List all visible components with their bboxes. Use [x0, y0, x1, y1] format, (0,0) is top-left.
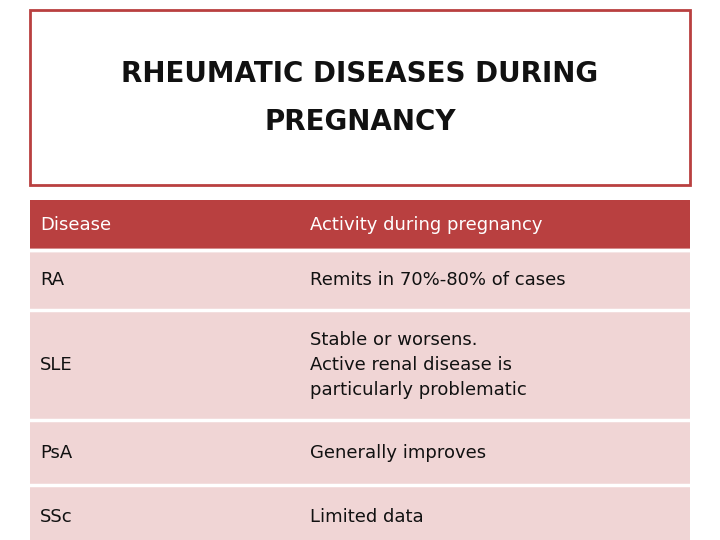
Bar [30, 200, 690, 250]
Bar [30, 10, 690, 185]
Text: SSc: SSc [40, 509, 73, 526]
Text: Disease: Disease [40, 216, 111, 234]
Text: PREGNANCY: PREGNANCY [264, 107, 456, 136]
Text: Limited data: Limited data [310, 509, 423, 526]
Text: RA: RA [40, 271, 64, 289]
Text: SLE: SLE [40, 356, 73, 374]
Text: Generally improves: Generally improves [310, 443, 486, 462]
Text: PsA: PsA [40, 443, 72, 462]
Text: Remits in 70%-80% of cases: Remits in 70%-80% of cases [310, 271, 566, 289]
Text: Stable or worsens.
Active renal disease is
particularly problematic: Stable or worsens. Active renal disease … [310, 331, 527, 399]
Bar [30, 485, 690, 540]
Bar [30, 420, 690, 485]
Bar [30, 250, 690, 310]
Text: RHEUMATIC DISEASES DURING: RHEUMATIC DISEASES DURING [122, 59, 598, 87]
Bar [30, 310, 690, 420]
Text: Activity during pregnancy: Activity during pregnancy [310, 216, 542, 234]
